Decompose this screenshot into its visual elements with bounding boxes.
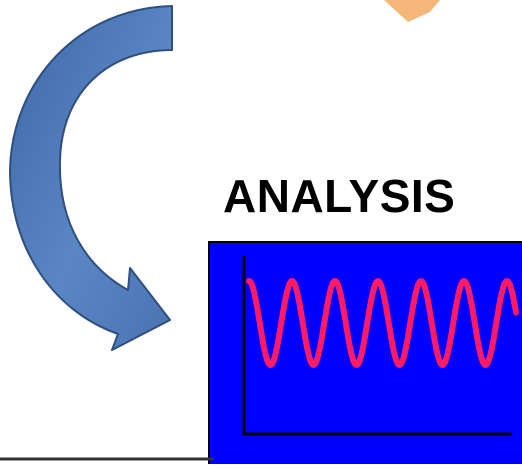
analysis-panel <box>208 241 522 469</box>
corner-accent-shape <box>384 0 440 22</box>
signal-wave-icon <box>246 278 519 368</box>
curved-arrow-icon <box>9 5 173 351</box>
analysis-label: ANALYSIS <box>223 170 456 222</box>
